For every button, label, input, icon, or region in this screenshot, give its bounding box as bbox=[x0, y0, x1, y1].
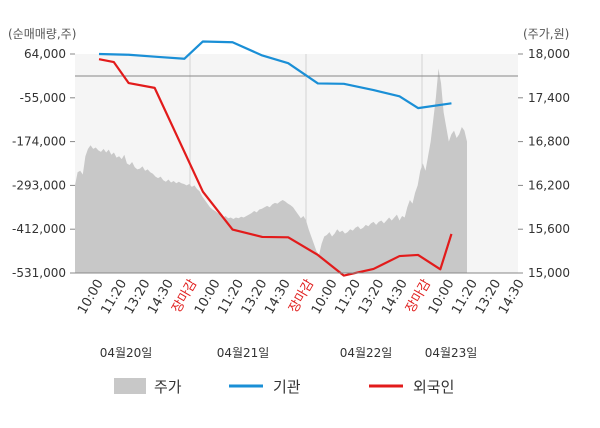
foreigner-line bbox=[98, 58, 453, 277]
institution-line bbox=[98, 40, 452, 110]
day-label: 04월23일 bbox=[425, 346, 478, 360]
x-axis-ticks: 10:0011:2013:2014:30장마감10:0011:2013:2014… bbox=[75, 277, 528, 317]
day-label: 04월22일 bbox=[340, 346, 393, 360]
left-axis-unit: (순매매량,주) bbox=[8, 27, 76, 41]
left-tick-label: -174,000 bbox=[12, 135, 66, 149]
day-label: 04월21일 bbox=[217, 346, 270, 360]
day-label: 04월20일 bbox=[100, 346, 153, 360]
legend-swatch-price bbox=[114, 378, 146, 394]
right-axis-unit: (주가,원) bbox=[523, 27, 569, 41]
legend-label-foreigner: 외국인 bbox=[413, 378, 454, 396]
legend: 주가 기관 외국인 bbox=[114, 378, 454, 396]
right-tick-label: 16,200 bbox=[528, 178, 570, 192]
legend-label-institution: 기관 bbox=[273, 378, 301, 396]
left-tick-label: -293,000 bbox=[12, 178, 66, 192]
left-tick-label: -531,000 bbox=[12, 266, 66, 280]
price-area-series bbox=[75, 68, 467, 273]
left-tick-label: -412,000 bbox=[12, 222, 66, 236]
price-area bbox=[75, 68, 467, 273]
plot-area bbox=[75, 40, 518, 277]
right-tick-label: 18,000 bbox=[528, 47, 570, 61]
right-axis-ticks: 18,000 17,400 16,800 16,200 15,600 15,000 bbox=[518, 47, 570, 280]
left-tick-label: -55,000 bbox=[20, 91, 66, 105]
left-tick-label: 64,000 bbox=[24, 47, 66, 61]
legend-label-price: 주가 bbox=[154, 378, 182, 396]
day-labels: 04월20일 04월21일 04월22일 04월23일 bbox=[100, 346, 478, 360]
right-tick-label: 17,400 bbox=[528, 91, 570, 105]
right-tick-label: 15,000 bbox=[528, 266, 570, 280]
line-series-group bbox=[98, 40, 453, 277]
left-axis-ticks: 64,000 -55,000 -174,000 -293,000 -412,000 -53… bbox=[12, 47, 75, 280]
right-tick-label: 16,800 bbox=[528, 135, 570, 149]
right-tick-label: 15,600 bbox=[528, 222, 570, 236]
